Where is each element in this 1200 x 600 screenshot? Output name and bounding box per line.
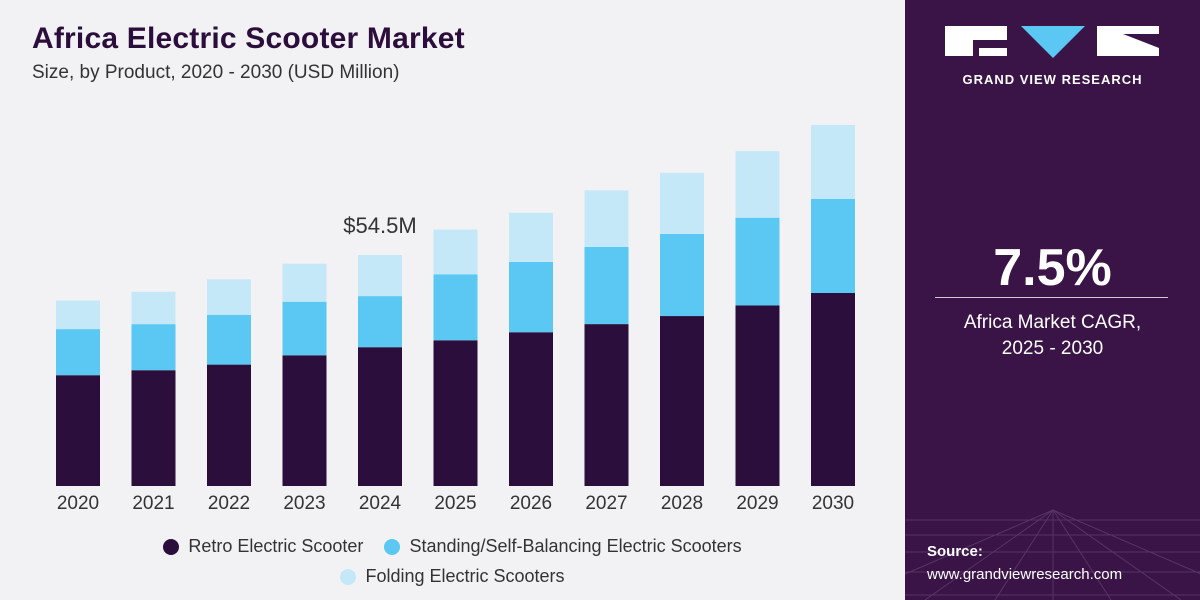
brand-name: GRAND VIEW RESEARCH <box>962 72 1143 87</box>
bar-segment-standing-2029 <box>735 217 780 306</box>
bar-segment-retro-2028 <box>660 316 704 486</box>
cagr-label-line2: 2025 - 2030 <box>1001 338 1104 359</box>
bar-segment-standing-2020 <box>56 329 100 376</box>
x-tick-label-2021: 2021 <box>132 493 174 514</box>
x-tick-label-2030: 2030 <box>812 493 854 514</box>
page-subtitle: Size, by Product, 2020 - 2030 (USD Milli… <box>32 62 400 83</box>
x-tick-label-2020: 2020 <box>57 493 99 514</box>
bar-segment-standing-2022 <box>207 314 251 365</box>
bar-segment-folding-2029 <box>735 151 780 218</box>
bar-segment-standing-2030 <box>811 199 855 293</box>
bar-segment-folding-2026 <box>509 212 553 262</box>
bar-segment-folding-2024 <box>358 255 402 297</box>
source-label: Source: <box>927 543 983 560</box>
stacked-bar-chart: 2020 2021 2022 2023 $54.5M 2024 2025 2026 2027 20… <box>56 124 855 514</box>
x-tick-label-2025: 2025 <box>434 493 476 514</box>
bar-segment-folding-2025 <box>433 229 478 275</box>
legend-row-1: Retro Electric Scooter Standing/Self-Bal… <box>0 536 905 560</box>
legend-label-standing: Standing/Self-Balancing Electric Scooter… <box>409 536 742 556</box>
x-tick-label-2028: 2028 <box>661 493 703 514</box>
bar-segment-folding-2020 <box>56 300 100 330</box>
bar-segment-retro-2022 <box>207 364 251 486</box>
page-title: Africa Electric Scooter Market <box>32 22 465 55</box>
legend-item-standing: Standing/Self-Balancing Electric Scooter… <box>384 536 742 557</box>
bar-segment-folding-2030 <box>811 124 855 199</box>
legend-label-folding: Folding Electric Scooters <box>365 566 565 586</box>
legend-row-2: Folding Electric Scooters <box>0 566 905 590</box>
bar-segment-standing-2028 <box>660 233 704 317</box>
bar-segment-folding-2028 <box>660 172 704 234</box>
bar-segment-folding-2021 <box>131 291 176 325</box>
bar-segment-folding-2027 <box>584 190 629 247</box>
legend-item-folding: Folding Electric Scooters <box>340 566 565 587</box>
cagr-label-line1: Africa Market CAGR, <box>963 312 1142 333</box>
bar-segment-retro-2024 <box>358 347 402 486</box>
x-tick-label-2023: 2023 <box>283 493 325 514</box>
bar-segment-standing-2027 <box>584 246 629 325</box>
bar-segment-retro-2021 <box>131 370 176 486</box>
bar-segment-retro-2026 <box>509 332 553 486</box>
legend-swatch-retro <box>163 538 180 555</box>
legend-swatch-standing <box>384 538 401 555</box>
x-tick-label-2026: 2026 <box>510 493 552 514</box>
x-tick-label-2029: 2029 <box>736 493 778 514</box>
bar-segment-standing-2024 <box>358 296 402 348</box>
legend-swatch-folding <box>340 568 357 585</box>
chart-panel: Africa Electric Scooter Market Size, by … <box>0 0 905 600</box>
bar-segment-retro-2020 <box>56 375 100 486</box>
bar-segment-standing-2021 <box>131 324 176 371</box>
x-tick-label-2027: 2027 <box>585 493 627 514</box>
bar-segment-standing-2026 <box>509 261 553 333</box>
bar-segment-retro-2029 <box>735 305 780 486</box>
bar-segment-standing-2023 <box>282 301 327 356</box>
legend-label-retro: Retro Electric Scooter <box>188 536 364 556</box>
cagr-value: 7.5% <box>993 239 1112 297</box>
bar-segment-retro-2023 <box>282 355 327 486</box>
bar-segment-standing-2025 <box>433 274 478 341</box>
x-tick-label-2022: 2022 <box>208 493 250 514</box>
bar-segment-retro-2025 <box>433 340 478 486</box>
x-tick-label-2024: 2024 <box>359 493 402 514</box>
bar-segment-retro-2030 <box>811 293 855 486</box>
cagr-label: Africa Market CAGR, 2025 - 2030 <box>905 310 1200 362</box>
sidebar-panel: GRAND VIEW RESEARCH 7.5% Africa Market C… <box>905 0 1200 600</box>
legend-item-retro: Retro Electric Scooter <box>163 536 363 557</box>
grand-view-research-logo-icon <box>945 26 1159 58</box>
bar-segment-folding-2022 <box>207 279 251 315</box>
bar-segment-folding-2023 <box>282 263 327 302</box>
grid-decoration-icon <box>905 509 1200 600</box>
data-label-2024: $54.5M <box>343 213 416 238</box>
bar-segment-retro-2027 <box>584 324 629 486</box>
source-link[interactable]: www.grandviewresearch.com <box>927 566 1123 583</box>
divider <box>935 297 1168 298</box>
